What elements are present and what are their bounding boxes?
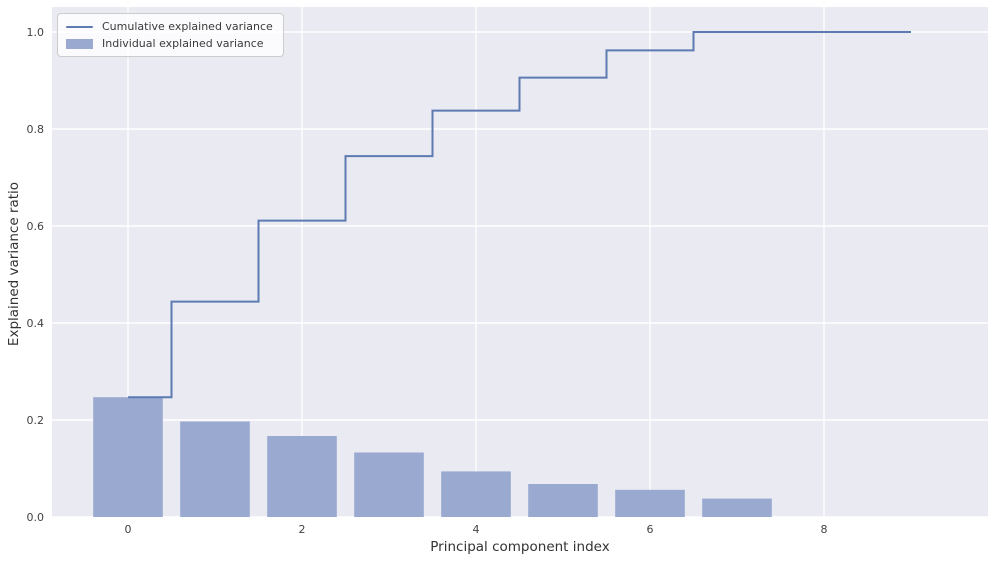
y-tick-label: 0.6 bbox=[26, 220, 45, 233]
x-axis-label: Principal component index bbox=[430, 539, 610, 555]
legend-item-individual: Individual explained variance bbox=[66, 37, 273, 50]
explained-variance-bar bbox=[93, 397, 163, 517]
y-axis-label: Explained variance ratio bbox=[6, 181, 22, 347]
explained-variance-bar bbox=[615, 489, 685, 517]
y-tick-label: 0.8 bbox=[26, 123, 45, 136]
explained-variance-bar bbox=[441, 471, 511, 517]
legend-label: Cumulative explained variance bbox=[102, 20, 273, 33]
legend-label: Individual explained variance bbox=[102, 37, 264, 50]
explained-variance-bar bbox=[354, 452, 424, 517]
cumulative-step-line bbox=[128, 31, 911, 399]
explained-variance-bar bbox=[180, 421, 250, 517]
explained-variance-bar bbox=[528, 484, 598, 517]
x-tick-label: 8 bbox=[820, 523, 828, 536]
legend: Cumulative explained variance Individual… bbox=[57, 13, 284, 57]
y-tick-label: 0.2 bbox=[26, 414, 45, 427]
y-tick-label: 0.4 bbox=[26, 317, 45, 330]
y-tick-label: 0.0 bbox=[26, 511, 45, 524]
legend-bar-swatch bbox=[66, 38, 93, 49]
y-tick-label: 1.0 bbox=[26, 26, 45, 39]
x-tick-label: 4 bbox=[472, 523, 480, 536]
x-tick-label: 0 bbox=[124, 523, 132, 536]
plot-area bbox=[52, 7, 988, 517]
x-tick-label: 6 bbox=[646, 523, 654, 536]
legend-line-swatch bbox=[66, 25, 93, 28]
explained-variance-bar bbox=[267, 436, 337, 517]
explained-variance-bar bbox=[702, 498, 772, 517]
legend-item-cumulative: Cumulative explained variance bbox=[66, 20, 273, 33]
x-tick-label: 2 bbox=[298, 523, 306, 536]
chart-canvas bbox=[52, 7, 988, 517]
